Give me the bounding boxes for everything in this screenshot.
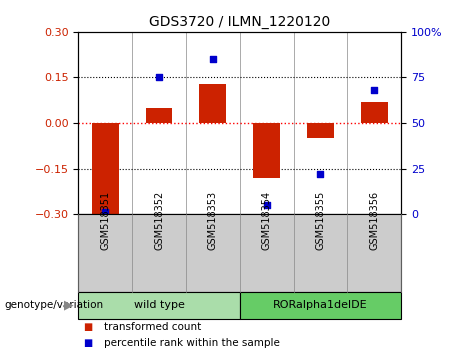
Text: ■: ■ (83, 338, 92, 348)
Text: GSM518353: GSM518353 (208, 190, 218, 250)
Bar (307, 123, 334, 138)
Point (101, 210, 109, 215)
Text: GSM518356: GSM518356 (369, 190, 379, 250)
Text: ■: ■ (83, 322, 92, 332)
Point (209, 56, 217, 62)
Text: genotype/variation: genotype/variation (5, 300, 104, 310)
Point (155, 75, 163, 80)
Text: transformed count: transformed count (104, 322, 201, 332)
Text: percentile rank within the sample: percentile rank within the sample (104, 338, 280, 348)
Text: GSM518352: GSM518352 (154, 190, 164, 250)
Title: GDS3720 / ILMN_1220120: GDS3720 / ILMN_1220120 (149, 16, 331, 29)
Point (263, 202, 270, 208)
Point (317, 171, 324, 177)
Bar (361, 102, 388, 123)
Text: GSM518351: GSM518351 (100, 190, 110, 250)
Text: wild type: wild type (134, 300, 184, 310)
Bar (253, 123, 280, 178)
Text: ▶: ▶ (64, 299, 74, 312)
Text: GSM518355: GSM518355 (315, 190, 325, 250)
Text: RORalpha1delDE: RORalpha1delDE (273, 300, 368, 310)
Bar (146, 108, 172, 123)
Point (371, 87, 378, 93)
Text: GSM518354: GSM518354 (261, 190, 272, 250)
Bar (199, 84, 226, 123)
Bar (92, 123, 118, 214)
